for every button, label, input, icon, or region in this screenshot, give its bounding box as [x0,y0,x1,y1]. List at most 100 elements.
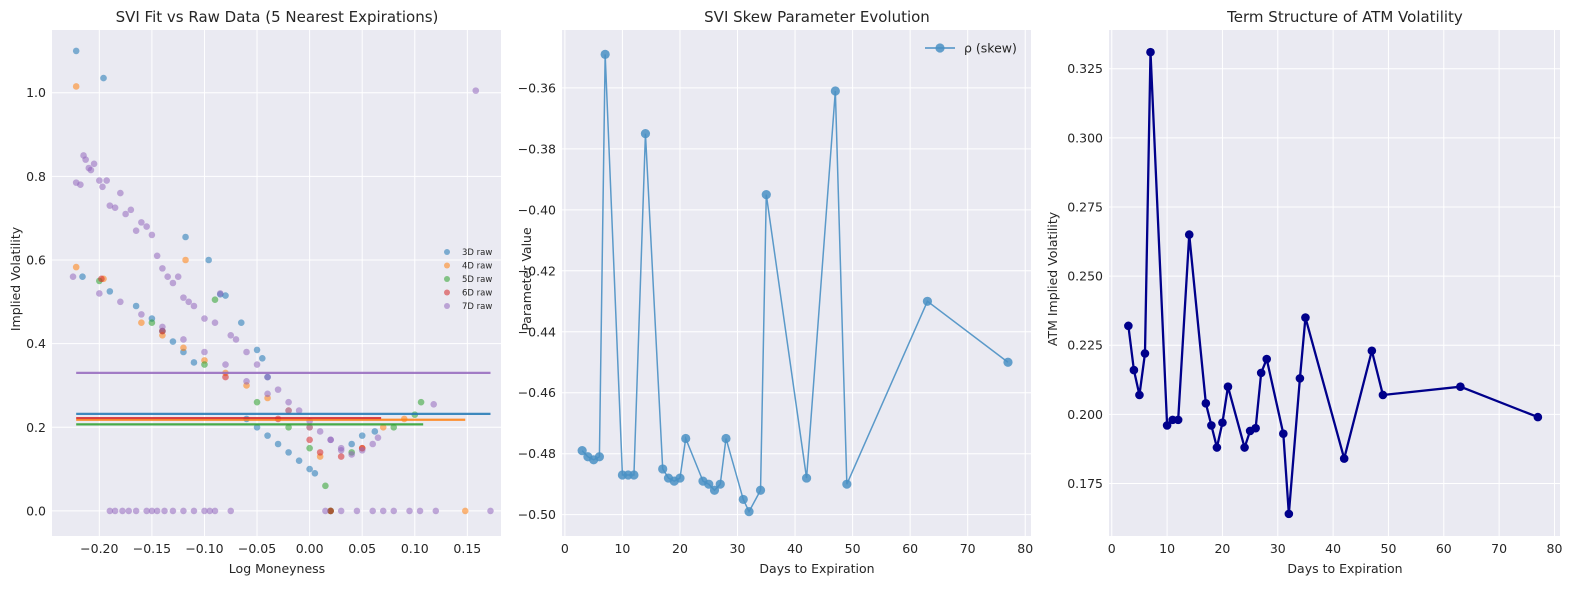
x-tick-label: 60 [902,541,918,556]
scatter-point [190,302,198,310]
scatter-point [472,87,480,94]
data-point [1212,443,1222,452]
x-axis-label: Days to Expiration [759,561,874,576]
data-point [1207,421,1216,430]
scatter-point [237,319,245,327]
data-point [1295,374,1305,383]
tick-labels: 0 10 20 30 40 50 60 70 80 −0.50 −0.48 −0.46 −0.44 −0.… [518,80,1034,556]
data-point [842,479,852,489]
scatter-point [201,348,208,356]
scatter-point [69,273,77,281]
scatter-point [138,311,145,318]
data-point [1456,382,1465,391]
chart-svi-fit: −0.20 −0.15 −0.10 −0.05 0.00 0.05 0.10 0.15 0.0 0… [8,8,501,576]
y-tick-label: 0.8 [26,169,46,184]
legend-marker [444,303,450,309]
scatter-point [390,423,398,431]
scatter-point [253,346,261,354]
scatter-point [264,390,271,398]
scatter-point [285,407,292,414]
x-axis-label: Log Moneyness [229,561,325,576]
scatter-point [90,160,98,168]
scatter-point [106,202,114,209]
scatter-point [127,206,135,214]
scatter-point [143,507,150,515]
scatter-point [337,444,345,452]
data-point [1162,421,1172,430]
scatter-point [416,507,424,515]
legend-marker [444,249,450,255]
y-tick-label: −0.46 [518,385,556,400]
scatter-point [253,398,261,406]
x-tick-label: 50 [845,541,861,556]
gridlines [52,30,501,536]
x-tick-label: 40 [1325,541,1341,556]
scatter-point [106,288,114,295]
scatter-point [316,428,324,435]
x-tick-label: 0.05 [348,541,376,556]
data-point [1339,454,1349,463]
scatter-point [174,273,182,281]
y-tick-label: −0.40 [518,202,556,217]
series-line [1127,52,1539,514]
legend-label: 7D raw [462,302,492,312]
scatter-point [487,507,494,515]
legend: 3D raw 4D raw 5D raw 6D raw 7D raw [444,248,492,312]
scatter-point [216,290,224,297]
scatter-point [87,166,95,174]
data-point [704,479,714,489]
scatter-point [417,398,425,406]
scatter-point [295,457,303,465]
scatter-point [148,231,156,239]
scatter-point [306,423,313,431]
x-tick-label: 10 [614,541,630,556]
x-tick-label: 60 [1436,541,1452,556]
data-point [600,49,610,59]
chart-svi-skew: 0 10 20 30 40 50 60 70 80 −0.50 −0.48 −0.46 −0.44 −0.… [518,8,1034,576]
x-tick-label: 10 [1159,541,1175,556]
y-tick-label: 0.6 [26,253,46,268]
scatter-point [72,47,80,55]
scatter-point [201,361,208,368]
scatter-point [327,436,334,444]
data-point [1135,390,1144,400]
scatter-point [211,507,219,515]
scatter-point [164,273,171,281]
y-tick-label: 0.200 [1067,407,1103,422]
x-tick-label: 30 [1270,541,1286,556]
scatter-point [227,507,235,515]
plot-area [562,30,1031,536]
scatter-point [159,323,166,331]
data-point [658,464,668,474]
scatter-point [232,336,240,343]
scatter-point [337,507,345,515]
y-tick-label: −0.36 [518,80,556,95]
scatter-point [243,348,250,356]
scatter-point [96,177,103,184]
chart-atm-term-structure: 0 10 20 30 40 50 60 70 80 0.175 0.200 0.225 0.250 0.2… [1045,8,1562,576]
scatter-point [348,440,355,448]
data-point [1201,398,1211,408]
data-point [738,494,748,505]
scatter-point [432,507,440,515]
scatter-point [206,507,214,515]
scatter-point [103,177,110,184]
legend-marker [444,289,450,296]
scatter-point [138,319,145,327]
scatter-point [322,482,329,490]
data-marks [69,47,494,515]
x-tick-label: −0.20 [80,541,118,556]
scatter-point [222,373,229,381]
scatter-point [132,227,140,235]
scatter-point [316,449,324,456]
data-point [922,296,933,306]
data-point [1279,429,1288,438]
data-point [1251,423,1260,433]
data-point [1218,418,1227,427]
y-tick-label: 0.175 [1067,476,1103,491]
scatter-point [148,319,156,327]
data-point [1284,509,1294,519]
x-tick-label: 0 [561,541,569,556]
data-point [629,470,639,480]
